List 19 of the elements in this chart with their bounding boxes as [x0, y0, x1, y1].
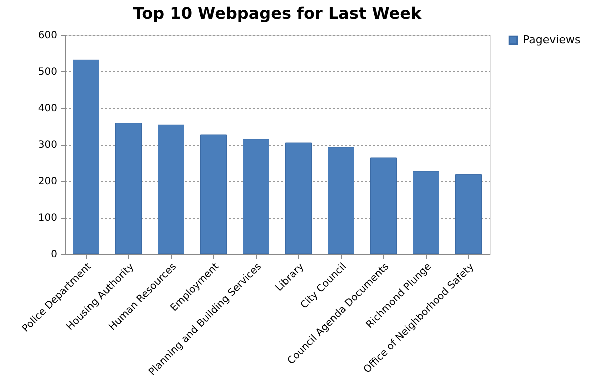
chart-title: Top 10 Webpages for Last Week	[133, 4, 422, 23]
bar	[370, 158, 397, 254]
bar	[328, 147, 354, 254]
bar	[456, 174, 482, 254]
y-tick-label: 0	[51, 250, 58, 260]
bar	[243, 139, 270, 254]
bar	[286, 142, 312, 254]
bar	[116, 123, 142, 254]
y-tick-label: 500	[38, 67, 58, 78]
y-tick-label: 600	[38, 30, 58, 42]
y-tick-label: 100	[38, 213, 58, 224]
legend-label: Pageviews	[523, 34, 581, 46]
y-tick-label: 300	[38, 140, 58, 151]
y-tick-label: 200	[38, 176, 58, 188]
bar	[200, 134, 227, 254]
y-tick-label: 400	[38, 104, 58, 114]
bar	[158, 124, 184, 254]
bar	[73, 60, 100, 254]
bar	[413, 171, 440, 254]
